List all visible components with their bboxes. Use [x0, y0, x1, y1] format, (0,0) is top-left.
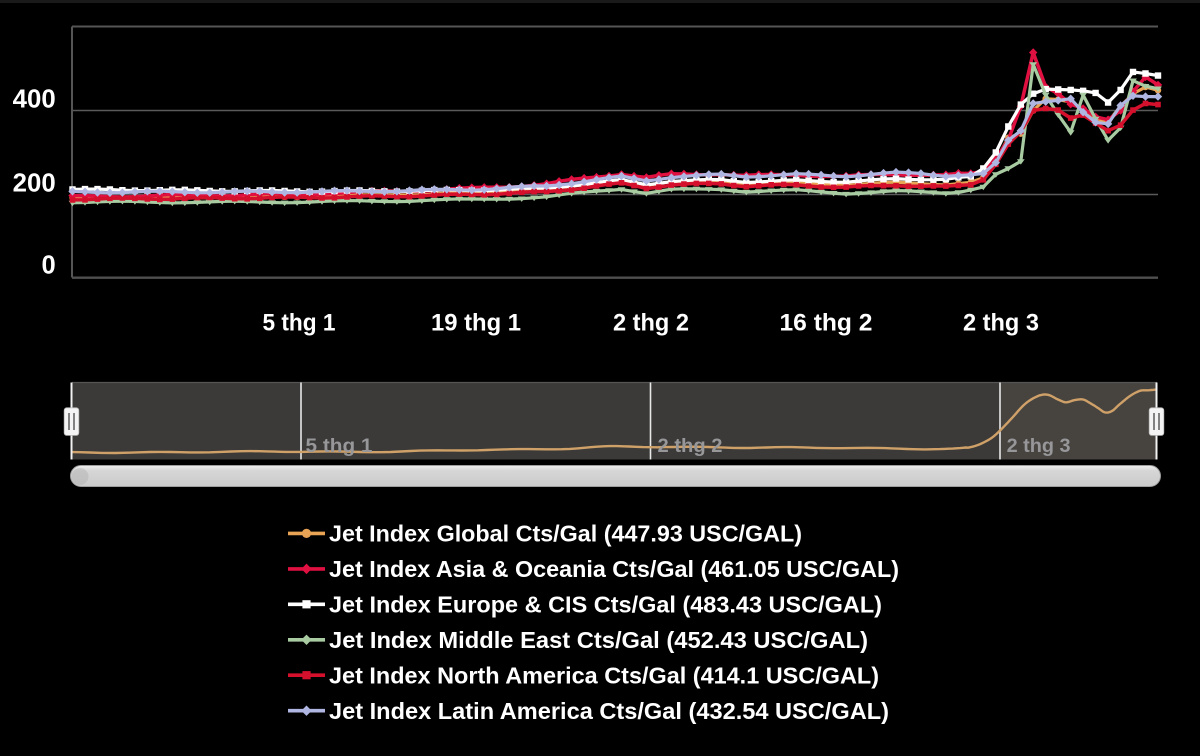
svg-text:5 thg 1: 5 thg 1 [306, 435, 373, 457]
svg-text:2 thg 3: 2 thg 3 [1007, 435, 1071, 457]
svg-text:2 thg 2: 2 thg 2 [613, 310, 689, 337]
svg-text:5 thg 1: 5 thg 1 [263, 310, 336, 337]
svg-text:Jet Index Global Cts/Gal (447.: Jet Index Global Cts/Gal (447.93 USC/GAL… [329, 521, 802, 547]
svg-text:19 thg 1: 19 thg 1 [431, 310, 521, 337]
svg-text:0: 0 [42, 252, 56, 280]
svg-text:Jet Index Europe & CIS Cts/Gal: Jet Index Europe & CIS Cts/Gal (483.43 U… [329, 592, 882, 618]
svg-text:Jet Index Middle East Cts/Gal: Jet Index Middle East Cts/Gal (452.43 US… [329, 627, 868, 653]
svg-text:400: 400 [13, 86, 56, 114]
svg-text:200: 200 [13, 170, 56, 198]
svg-text:16 thg 2: 16 thg 2 [780, 310, 873, 337]
svg-text:2 thg 2: 2 thg 2 [658, 435, 723, 457]
svg-text:Jet Index Asia & Oceania Cts/G: Jet Index Asia & Oceania Cts/Gal (461.05… [329, 556, 899, 582]
svg-text:Jet Index North America Cts/Ga: Jet Index North America Cts/Gal (414.1 U… [329, 663, 879, 689]
svg-text:2 thg 3: 2 thg 3 [963, 310, 1039, 337]
svg-text:Jet Index Latin America Cts/Ga: Jet Index Latin America Cts/Gal (432.54 … [329, 698, 889, 724]
